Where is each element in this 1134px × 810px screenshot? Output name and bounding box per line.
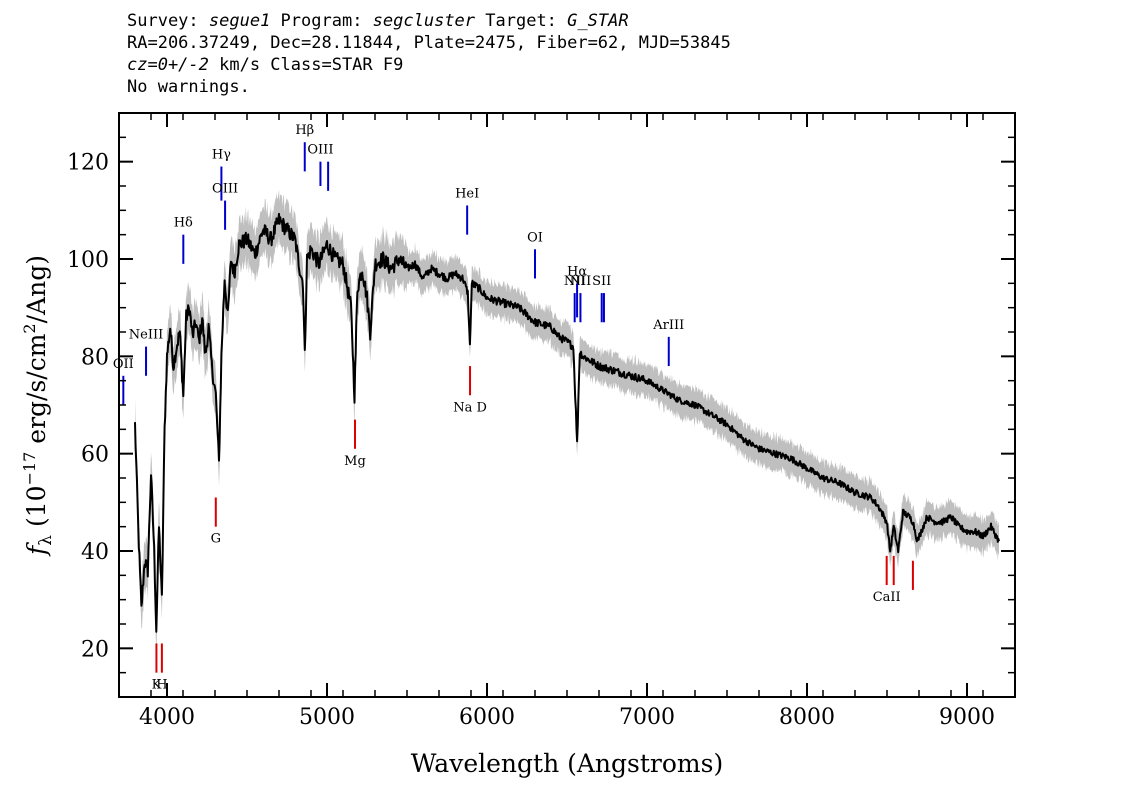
y-axis-title-post: /Ang): [22, 255, 51, 323]
line-label-6: OIII: [307, 143, 333, 158]
target-name: G_STAR: [567, 11, 629, 31]
x-tick-label: 7000: [619, 705, 675, 730]
y-axis-title-f: f: [22, 542, 51, 557]
y-axis-title-exp2: 2: [20, 323, 39, 333]
line-label-11: Hα: [567, 264, 587, 279]
y-axis-title-pre: (10: [22, 485, 51, 535]
y-tick-labels: 20 40 60 80 100 120: [67, 151, 109, 663]
line-label-21: CaII: [873, 590, 901, 605]
x-tick-label: 5000: [299, 705, 355, 730]
line-label-13: SII: [592, 274, 611, 289]
y-tick-label: 40: [81, 540, 109, 565]
header-line-4: No warnings.: [127, 77, 250, 97]
error-band-layer: [135, 189, 999, 658]
line-label-0: OII: [113, 357, 134, 372]
line-label-10: NII: [564, 274, 586, 289]
error-band: [135, 189, 999, 658]
survey-prefix: Survey:: [127, 11, 209, 31]
line-label-17: H: [156, 678, 167, 693]
line-label-20: Na D: [453, 400, 487, 415]
flux-layer: [134, 212, 1000, 633]
redshift-value: cz=0+/-2: [127, 55, 209, 75]
line-label-19: Mg: [344, 454, 366, 469]
x-axis-title: Wavelength (Angstroms): [411, 749, 723, 778]
flux-line: [134, 212, 1000, 633]
line-label-3: Hγ: [212, 148, 231, 163]
header-line-1: Survey: segue1 Program: segcluster Targe…: [127, 10, 731, 32]
y-tick-label: 20: [81, 637, 109, 662]
line-label-18: G: [211, 532, 221, 547]
survey-name: segue1: [208, 11, 271, 31]
spectrum-header: Survey: segue1 Program: segcluster Targe…: [127, 10, 731, 98]
line-label-16: K: [152, 678, 162, 693]
y-axis-title-mid: erg/s/cm: [22, 333, 51, 451]
y-axis-title-sub: λ: [36, 535, 56, 546]
x-tick-label: 8000: [779, 705, 835, 730]
x-tick-label: 9000: [939, 705, 995, 730]
line-label-4: OIII: [212, 182, 238, 197]
line-label-9: OI: [527, 230, 543, 245]
target-prefix: Target:: [475, 11, 568, 31]
x-tick-label: 6000: [459, 705, 515, 730]
line-label-12: NII: [570, 274, 592, 289]
y-axis-title: fλ (10−17 erg/s/cm2/Ang): [20, 255, 56, 557]
y-tick-label: 100: [67, 248, 109, 273]
y-axis-title-exp: −17: [20, 452, 39, 486]
line-label-2: Hδ: [174, 216, 193, 231]
header-line-2: RA=206.37249, Dec=28.11844, Plate=2475, …: [127, 33, 731, 53]
line-label-1: NeIII: [129, 328, 163, 343]
program-prefix: Program:: [270, 11, 373, 31]
x-tick-label: 4000: [139, 705, 195, 730]
line-label-15: ArIII: [652, 318, 684, 333]
axis-ticks: [118, 112, 1016, 698]
line-label-8: HeI: [455, 186, 479, 201]
y-tick-label: 80: [81, 345, 109, 370]
plot-frame: [118, 112, 1016, 698]
x-tick-labels: 4000 5000 6000 7000 8000 9000: [139, 705, 995, 730]
line-label-5: Hβ: [295, 123, 314, 138]
header-line-3: cz=0+/-2 km/s Class=STAR F9: [127, 54, 731, 76]
y-tick-label: 120: [67, 151, 109, 176]
program-name: segcluster: [372, 11, 476, 31]
y-tick-label: 60: [81, 443, 109, 468]
class-info: km/s Class=STAR F9: [208, 55, 404, 75]
